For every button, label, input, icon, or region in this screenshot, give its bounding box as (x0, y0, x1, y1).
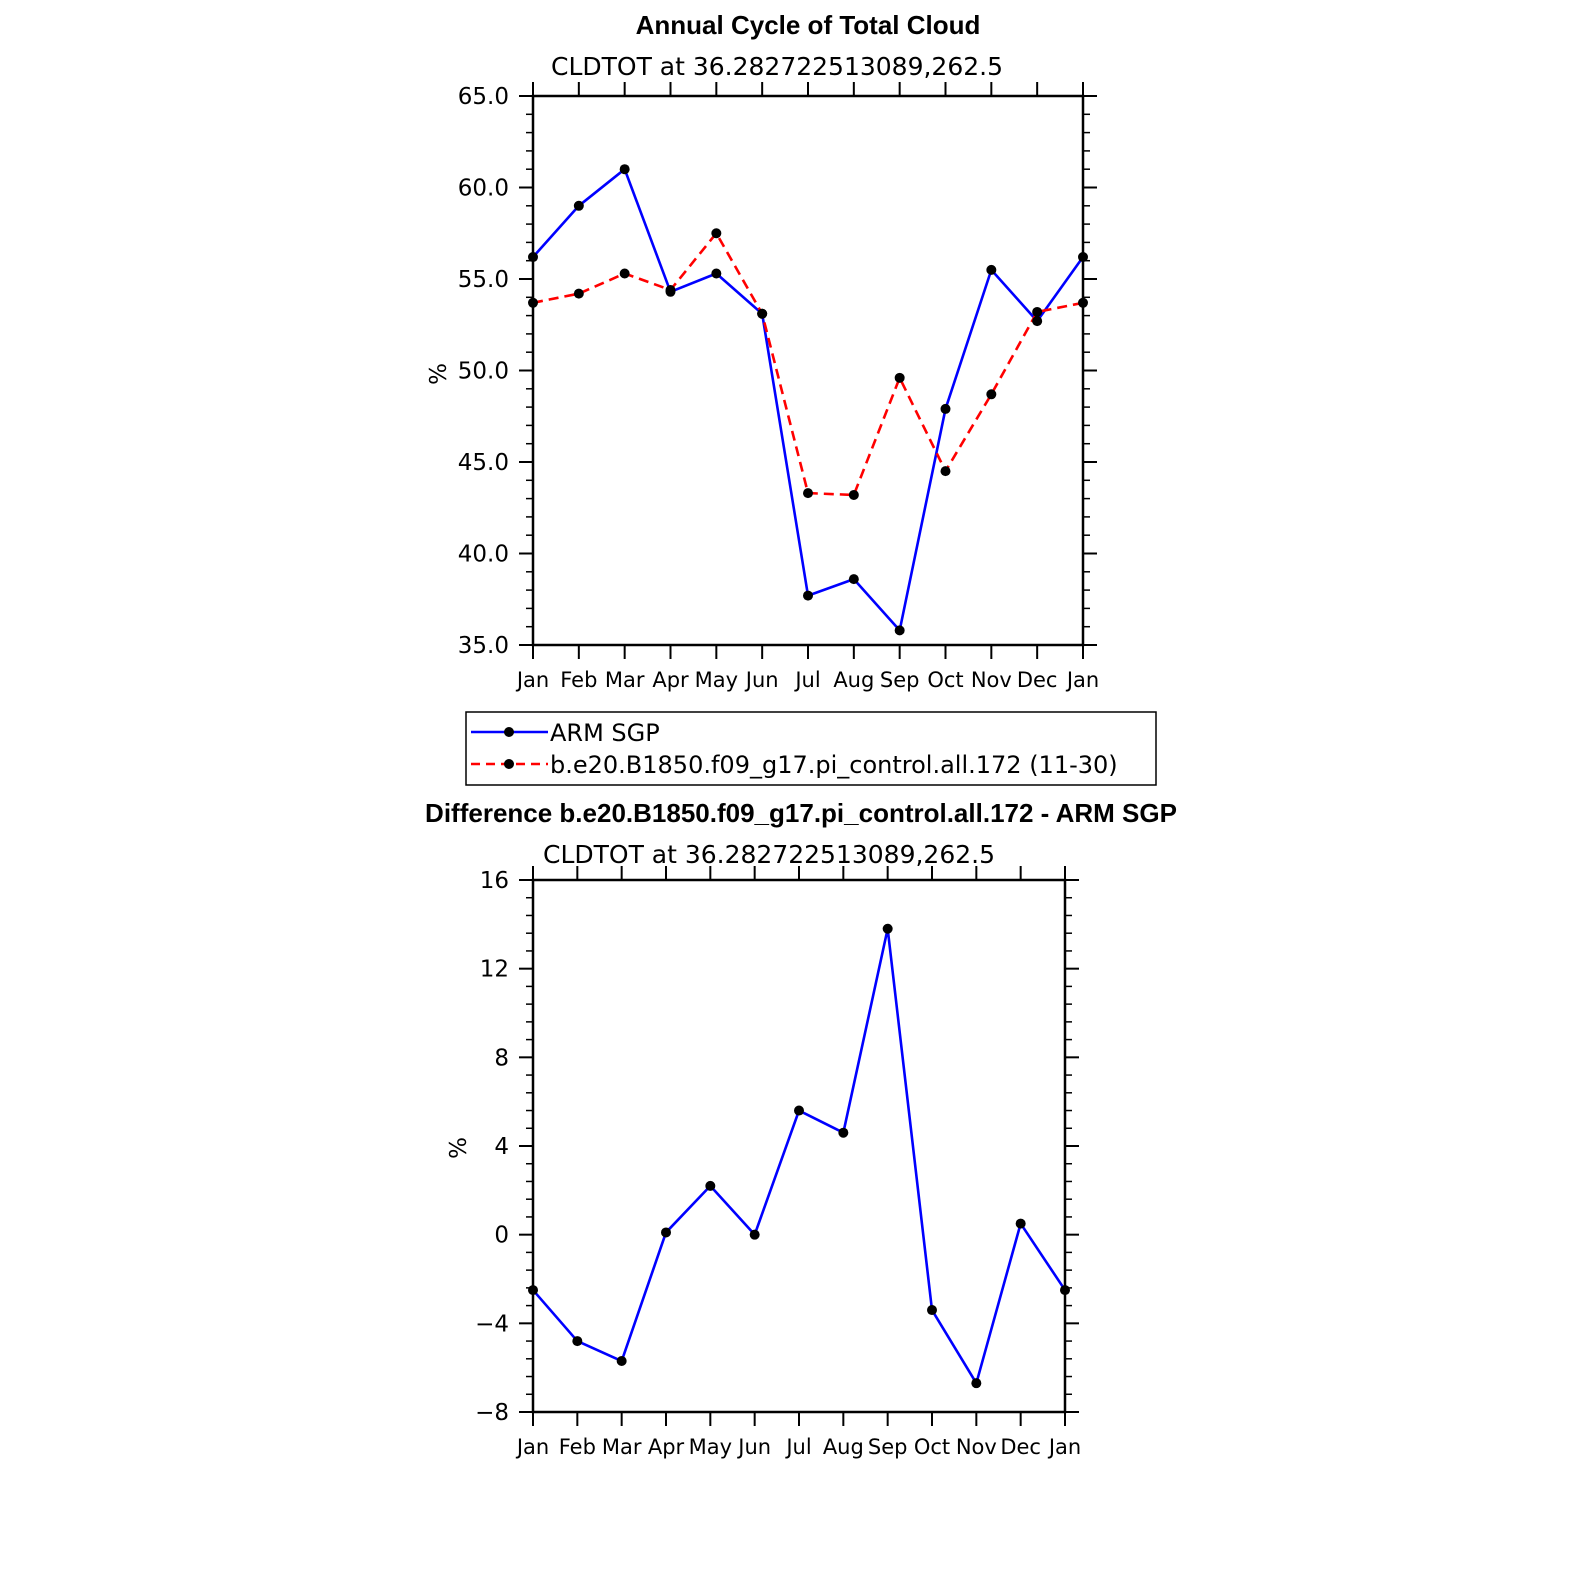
chart2-series-0-point (1015, 1218, 1026, 1229)
chart1-subtitle: CLDTOT at 36.282722513089,262.5 (551, 52, 1003, 81)
chart1-series-1-point (711, 228, 722, 239)
chart1-series-0-point (940, 403, 951, 414)
chart1-series-0-point (1078, 252, 1088, 263)
chart1-series-0-point (986, 264, 997, 275)
chart2-xtick-label: Oct (914, 1435, 950, 1459)
chart2-ytick-label: 4 (494, 1134, 509, 1160)
chart2-xtick-label: Sep (868, 1435, 908, 1459)
chart1-series-0-point (894, 625, 905, 636)
chart2-ytick-label: −4 (475, 1311, 509, 1337)
chart1-frame (531, 94, 1085, 647)
chart1-series-1-point (573, 288, 584, 299)
chart1-series-1-point (848, 489, 859, 500)
chart1-xtick-label: Feb (560, 668, 597, 692)
chart1-ytick-label: 55.0 (458, 267, 509, 293)
chart1-ytick-label: 50.0 (458, 359, 509, 385)
chart1-ytick-label: 40.0 (458, 542, 509, 568)
chart2-ylabel: % (446, 1137, 472, 1159)
chart1-ylabel: % (426, 363, 452, 385)
chart2-xtick-label: Jul (784, 1435, 811, 1459)
chart1-series-1-point (894, 372, 905, 383)
chart1-xtick-label: Dec (1017, 668, 1058, 692)
chart1-xtick-label: Aug (833, 668, 874, 692)
legend-box (465, 711, 1157, 786)
chart1-series-1-point (940, 466, 951, 477)
legend: ARM SGP b.e20.B1850.f09_g17.pi_control.a… (465, 711, 1157, 786)
chart2-series-0-point (661, 1227, 671, 1238)
chart1-series-1-point (757, 308, 768, 319)
chart2-ytick-label: −8 (475, 1400, 509, 1426)
chart1-series-0-point (1032, 316, 1043, 327)
chart1-series-1-point (986, 389, 997, 400)
chart1-series-0-point (619, 164, 630, 175)
chart1-series-1-point (1032, 306, 1043, 317)
chart2-xtick-label: Jan (1047, 1435, 1081, 1459)
chart2-ytick-label: 16 (480, 868, 509, 894)
legend-marker-model (504, 759, 514, 769)
chart2-frame (531, 878, 1067, 1414)
chart2-xtick-label: Aug (823, 1435, 864, 1459)
chart1-xtick-label: Nov (971, 668, 1012, 692)
chart2-series-0-point (927, 1305, 937, 1316)
chart2-series-0-point (794, 1105, 804, 1116)
chart2-ytick-label: 12 (480, 957, 509, 983)
chart1-xtick-label: Sep (880, 668, 920, 692)
chart2-xtick-label: Apr (648, 1435, 685, 1459)
chart2-ytick-label: 8 (494, 1045, 509, 1071)
chart1-xtick-label: Jan (515, 668, 549, 692)
chart2-series-0-point (838, 1127, 849, 1138)
chart1-series-0-point (711, 268, 722, 279)
chart1-series-0-point (573, 200, 584, 211)
chart2-xtick-label: Nov (956, 1435, 997, 1459)
chart1-series-0-point (528, 252, 538, 263)
chart2-series-0-point (971, 1378, 982, 1389)
chart2-xtick-label: Mar (602, 1435, 642, 1459)
chart2-xtick-label: Jan (515, 1435, 549, 1459)
chart2-plot: Jan Feb Mar Apr May Jun Jul Aug Sep Oct Nov Dec Jan−… (475, 866, 1081, 1459)
chart2-series-0-point (705, 1180, 716, 1191)
chart1-xtick-label: Jan (1065, 668, 1099, 692)
chart2-series-0-point (572, 1336, 583, 1347)
chart1-series-0-line (532, 167, 1085, 632)
chart2-series-0-point (882, 923, 893, 934)
chart1-xtick-label: Jul (793, 668, 820, 692)
legend-label-arm: ARM SGP (550, 719, 660, 747)
chart1-series-0-point (803, 590, 813, 601)
chart2-ytick-label: 0 (494, 1223, 509, 1249)
chart1-ytick-label: 65.0 (458, 84, 509, 110)
chart1-title: Annual Cycle of Total Cloud (636, 10, 981, 40)
chart1-series-1-point (1078, 297, 1088, 308)
chart1-series-1-point (665, 284, 676, 295)
chart2-series-0-point (616, 1356, 627, 1367)
chart1-xtick-label: May (695, 668, 738, 692)
chart2-xtick-label: Dec (1000, 1435, 1041, 1459)
chart2-xtick-label: Feb (559, 1435, 596, 1459)
chart2-title: Difference b.e20.B1850.f09_g17.pi_contro… (425, 798, 1177, 828)
chart2-xtick-label: May (689, 1435, 732, 1459)
legend-label-model: b.e20.B1850.f09_g17.pi_control.all.172 (… (550, 751, 1118, 779)
chart1-series-0-point (848, 574, 859, 585)
chart1-ytick-label: 35.0 (458, 633, 509, 659)
chart1-ytick-label: 60.0 (458, 176, 509, 202)
legend-marker-arm (504, 727, 514, 737)
chart1-xtick-label: Mar (605, 668, 645, 692)
chart1-ytick-label: 45.0 (458, 450, 509, 476)
chart2-series-0-line (532, 927, 1067, 1385)
chart2-xtick-label: Jun (736, 1435, 771, 1459)
chart1-xtick-label: Jun (744, 668, 779, 692)
chart1-series-1-point (619, 268, 630, 279)
chart1-series-1-point (803, 488, 813, 499)
chart1-xtick-label: Apr (652, 668, 689, 692)
chart1-series-1-line (532, 231, 1084, 497)
chart2-subtitle: CLDTOT at 36.282722513089,262.5 (543, 840, 995, 869)
chart2-series-0-point (1060, 1285, 1070, 1296)
chart2-series-0-point (749, 1229, 760, 1240)
chart1-xtick-label: Oct (927, 668, 963, 692)
chart1-plot: Jan Feb Mar Apr May Jun Jul Aug Sep Oct Nov Dec Jan3… (458, 82, 1099, 692)
chart1-series-1-point (528, 297, 538, 308)
chart2-series-0-point (528, 1285, 538, 1296)
